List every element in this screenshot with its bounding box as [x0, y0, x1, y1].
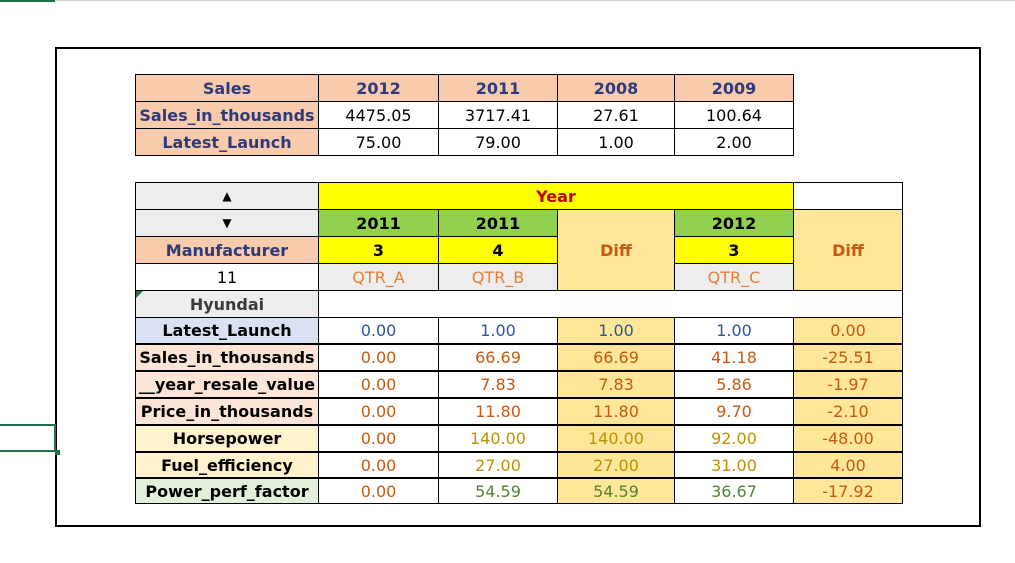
quarter-number-cell: 3 [674, 236, 794, 264]
quarter-label-cell[interactable]: QTR_A [318, 263, 439, 291]
metric-value-cell[interactable]: 11.80 [438, 398, 558, 425]
year-header-2012[interactable]: 2012 [318, 74, 439, 102]
summary-value-cell[interactable]: 1.00 [557, 128, 675, 156]
summary-row-label[interactable]: Sales_in_thousands [135, 101, 319, 129]
year-header-2008[interactable]: 2008 [557, 74, 675, 102]
quarter-number-cell: 3 [318, 236, 439, 264]
metric-value-cell[interactable]: -1.97 [793, 371, 903, 398]
year-cell: 2012 [674, 209, 794, 237]
metric-value-cell[interactable]: 41.18 [674, 344, 794, 371]
diff-header-1: Diff [557, 209, 675, 291]
metric-value-cell[interactable]: 54.59 [557, 478, 675, 504]
metric-value-cell[interactable]: 7.83 [438, 371, 558, 398]
metric-value-cell[interactable]: 11.80 [557, 398, 675, 425]
metric-label: Price_in_thousands [135, 398, 319, 425]
metric-label: Sales_in_thousands [135, 344, 319, 371]
metric-value-cell[interactable]: 66.69 [557, 344, 675, 371]
year-cell: 2011 [318, 209, 439, 237]
metric-value-cell[interactable]: 0.00 [318, 398, 439, 425]
metric-value-cell[interactable]: -2.10 [793, 398, 903, 425]
summary-value-cell[interactable]: 79.00 [438, 128, 558, 156]
year-cell: 2011 [438, 209, 558, 237]
metric-value-cell[interactable]: 7.83 [557, 371, 675, 398]
year-header-2009[interactable]: 2009 [674, 74, 794, 102]
metric-value-cell[interactable]: 5.86 [674, 371, 794, 398]
summary-value-cell[interactable]: 3717.41 [438, 101, 558, 129]
summary-value-cell[interactable]: 27.61 [557, 101, 675, 129]
metric-label: Fuel_efficiency [135, 452, 319, 478]
summary-row-label[interactable]: Latest_Launch [135, 128, 319, 156]
sort-down-icon[interactable]: ▼ [135, 209, 319, 237]
selected-manufacturer[interactable]: Hyundai [135, 290, 319, 318]
sales-header[interactable]: Sales [135, 74, 319, 102]
diff-header-2: Diff [793, 209, 903, 291]
metric-value-cell[interactable]: 31.00 [674, 452, 794, 478]
quarter-label-cell[interactable]: QTR_B [438, 263, 558, 291]
metric-label: Latest_Launch [135, 317, 319, 344]
metric-value-cell[interactable]: 92.00 [674, 425, 794, 452]
metric-value-cell[interactable]: 0.00 [318, 371, 439, 398]
metric-value-cell[interactable]: 140.00 [557, 425, 675, 452]
summary-value-cell[interactable]: 75.00 [318, 128, 439, 156]
year-header-2011[interactable]: 2011 [438, 74, 558, 102]
quarter-number-cell: 4 [438, 236, 558, 264]
metric-value-cell[interactable]: 27.00 [557, 452, 675, 478]
metric-value-cell[interactable]: 0.00 [318, 344, 439, 371]
metric-value-cell[interactable]: -25.51 [793, 344, 903, 371]
comment-indicator [136, 291, 143, 298]
metric-value-cell[interactable]: 54.59 [438, 478, 558, 504]
top-gridline [0, 0, 1015, 1]
metric-value-cell[interactable]: 0.00 [318, 317, 439, 344]
metric-value-cell[interactable]: 36.67 [674, 478, 794, 504]
metric-value-cell[interactable]: 1.00 [557, 317, 675, 344]
metric-value-cell[interactable]: 0.00 [318, 478, 439, 504]
manufacturer-label: Manufacturer [135, 236, 319, 264]
summary-value-cell[interactable]: 100.64 [674, 101, 794, 129]
active-column-indicator [0, 0, 55, 2]
metric-value-cell[interactable]: 1.00 [438, 317, 558, 344]
metric-label: Power_perf_factor [135, 478, 319, 504]
blank-header-cell [793, 182, 903, 210]
sort-up-icon[interactable]: ▲ [135, 182, 319, 210]
metric-label: __year_resale_value [135, 371, 319, 398]
summary-value-cell[interactable]: 2.00 [674, 128, 794, 156]
metric-value-cell[interactable]: 1.00 [674, 317, 794, 344]
quarter-label-cell[interactable]: QTR_C [674, 263, 794, 291]
fill-handle[interactable] [55, 450, 60, 455]
cell-selection-outline [0, 424, 56, 452]
metric-value-cell[interactable]: 4.00 [793, 452, 903, 478]
metric-value-cell[interactable]: -48.00 [793, 425, 903, 452]
summary-value-cell[interactable]: 4475.05 [318, 101, 439, 129]
manufacturer-count[interactable]: 11 [135, 263, 319, 291]
metric-value-cell[interactable]: 140.00 [438, 425, 558, 452]
metric-value-cell[interactable]: 0.00 [793, 317, 903, 344]
blank-row-cell [318, 290, 903, 318]
metric-value-cell[interactable]: 66.69 [438, 344, 558, 371]
metric-value-cell[interactable]: 0.00 [318, 452, 439, 478]
metric-value-cell[interactable]: 27.00 [438, 452, 558, 478]
metric-value-cell[interactable]: 9.70 [674, 398, 794, 425]
year-header: Year [318, 182, 794, 210]
metric-label: Horsepower [135, 425, 319, 452]
metric-value-cell[interactable]: 0.00 [318, 425, 439, 452]
metric-value-cell[interactable]: -17.92 [793, 478, 903, 504]
